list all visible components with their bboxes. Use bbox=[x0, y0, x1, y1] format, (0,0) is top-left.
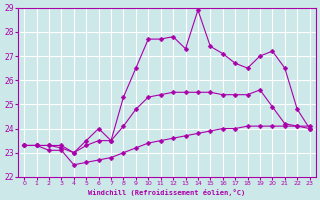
X-axis label: Windchill (Refroidissement éolien,°C): Windchill (Refroidissement éolien,°C) bbox=[88, 189, 245, 196]
